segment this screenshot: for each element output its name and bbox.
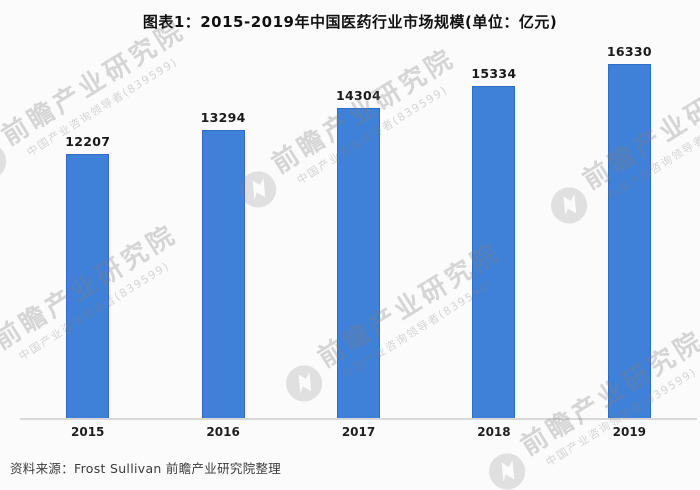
x-tick-2016: 2016 bbox=[206, 425, 240, 439]
x-tick-2017: 2017 bbox=[341, 425, 376, 439]
bar-value-label: 15334 bbox=[471, 66, 517, 81]
bar-column-2018: 15334 bbox=[426, 44, 561, 419]
x-tick-2019: 2019 bbox=[612, 425, 647, 439]
bar-value-label: 12207 bbox=[65, 134, 111, 149]
plot-area: 12207 13294 14304 15334 16330 2015 2016 2017 20… bbox=[20, 44, 697, 439]
bar-2017 bbox=[337, 108, 381, 419]
bar-value-label: 13294 bbox=[200, 110, 246, 125]
qianzhan-logo-icon bbox=[0, 339, 6, 391]
bar-column-2019: 16330 bbox=[562, 44, 697, 419]
chart-title: 图表1：2015-2019年中国医药行业市场规模(单位：亿元) bbox=[142, 13, 558, 31]
bar-column-2017: 14304 bbox=[291, 44, 426, 419]
bar-2015 bbox=[66, 154, 110, 419]
bar-value-label: 14304 bbox=[336, 88, 382, 103]
bar-2018 bbox=[472, 86, 516, 419]
x-axis-line bbox=[20, 418, 697, 420]
bar-value-label: 16330 bbox=[606, 44, 652, 59]
qianzhan-logo-icon bbox=[0, 143, 6, 180]
source-note: 资料来源：Frost Sullivan 前瞻产业研究院整理 bbox=[10, 461, 282, 476]
x-axis-labels: 2015 2016 2017 2018 2019 bbox=[20, 425, 697, 439]
x-tick-2018: 2018 bbox=[477, 425, 511, 439]
bar-column-2015: 12207 bbox=[20, 44, 155, 419]
bar-2019 bbox=[607, 64, 651, 419]
qianzhan-logo-icon bbox=[488, 453, 525, 490]
bars-group: 12207 13294 14304 15334 16330 bbox=[20, 44, 697, 419]
bar-column-2016: 13294 bbox=[155, 44, 290, 419]
bar-2016 bbox=[201, 130, 245, 419]
x-tick-2015: 2015 bbox=[71, 425, 105, 439]
